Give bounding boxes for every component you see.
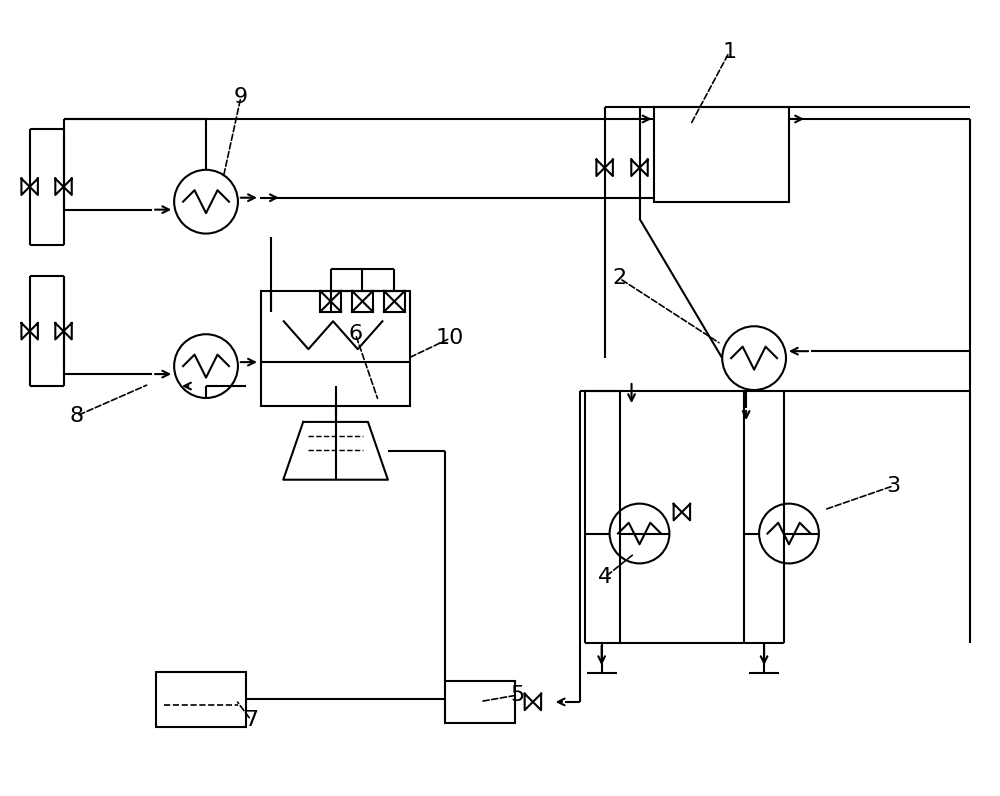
Text: 9: 9 — [234, 87, 248, 107]
Text: 4: 4 — [598, 568, 612, 587]
Text: 3: 3 — [887, 476, 901, 496]
Text: 5: 5 — [511, 685, 525, 705]
Text: 7: 7 — [244, 710, 258, 730]
Bar — [384, 291, 405, 312]
Text: 2: 2 — [613, 268, 627, 288]
Bar — [156, 672, 246, 727]
Bar — [445, 681, 515, 723]
Bar — [352, 291, 373, 312]
Text: 6: 6 — [348, 324, 363, 344]
Text: 8: 8 — [69, 406, 84, 426]
Bar — [261, 291, 410, 406]
Text: 10: 10 — [436, 328, 464, 348]
Bar — [654, 107, 789, 201]
Bar — [320, 291, 341, 312]
Text: 1: 1 — [722, 42, 736, 62]
